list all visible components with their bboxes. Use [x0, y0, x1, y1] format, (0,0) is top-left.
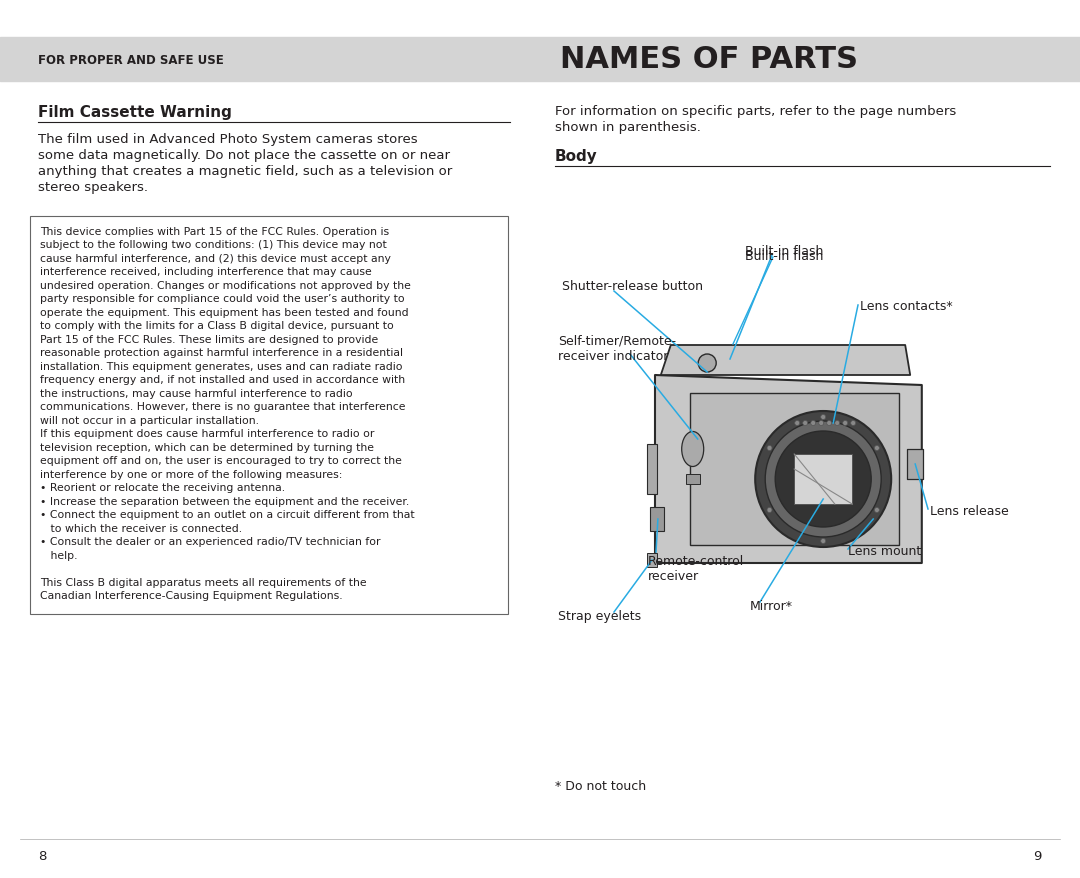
Text: Mirror*: Mirror* — [750, 600, 793, 612]
Text: installation. This equipment generates, uses and can radiate radio: installation. This equipment generates, … — [40, 362, 403, 371]
Text: Remote-control
receiver: Remote-control receiver — [648, 554, 744, 582]
Text: Built-in flash: Built-in flash — [745, 245, 823, 258]
Circle shape — [821, 539, 826, 543]
Circle shape — [875, 446, 879, 451]
Text: FOR PROPER AND SAFE USE: FOR PROPER AND SAFE USE — [38, 54, 224, 67]
Text: Part 15 of the FCC Rules. These limits are designed to provide: Part 15 of the FCC Rules. These limits a… — [40, 335, 378, 344]
Circle shape — [826, 421, 832, 426]
Circle shape — [851, 421, 855, 426]
Text: Body: Body — [555, 149, 597, 164]
Bar — [647, 444, 657, 494]
Text: will not occur in a particular installation.: will not occur in a particular installat… — [40, 415, 259, 426]
Text: communications. However, there is no guarantee that interference: communications. However, there is no gua… — [40, 402, 405, 412]
Circle shape — [842, 421, 848, 426]
Bar — [647, 553, 657, 567]
Bar — [794, 455, 852, 505]
Text: If this equipment does cause harmful interference to radio or: If this equipment does cause harmful int… — [40, 429, 375, 439]
Bar — [0, 38, 1080, 82]
Text: to comply with the limits for a Class B digital device, pursuant to: to comply with the limits for a Class B … — [40, 321, 394, 331]
Text: to which the receiver is connected.: to which the receiver is connected. — [40, 523, 242, 534]
Text: * Do not touch: * Do not touch — [555, 779, 646, 792]
Text: frequency energy and, if not installed and used in accordance with: frequency energy and, if not installed a… — [40, 375, 405, 385]
Text: undesired operation. Changes or modifications not approved by the: undesired operation. Changes or modifica… — [40, 281, 410, 291]
Polygon shape — [661, 346, 910, 376]
Text: Strap eyelets: Strap eyelets — [558, 609, 642, 623]
Circle shape — [755, 412, 891, 547]
Circle shape — [795, 421, 799, 426]
Bar — [30, 217, 508, 615]
Text: party responsible for compliance could void the user’s authority to: party responsible for compliance could v… — [40, 294, 405, 304]
Circle shape — [767, 507, 772, 513]
Text: subject to the following two conditions: (1) This device may not: subject to the following two conditions:… — [40, 241, 387, 250]
Text: • Increase the separation between the equipment and the receiver.: • Increase the separation between the eq… — [40, 496, 409, 507]
Text: Lens release: Lens release — [930, 505, 1009, 517]
Text: This device complies with Part 15 of the FCC Rules. Operation is: This device complies with Part 15 of the… — [40, 227, 389, 237]
Text: The film used in Advanced Photo System cameras stores: The film used in Advanced Photo System c… — [38, 133, 418, 146]
Text: Canadian Interference-Causing Equipment Regulations.: Canadian Interference-Causing Equipment … — [40, 591, 342, 601]
Circle shape — [698, 355, 716, 372]
Text: interference by one or more of the following measures:: interference by one or more of the follo… — [40, 470, 342, 479]
Circle shape — [819, 421, 824, 426]
Text: reasonable protection against harmful interference in a residential: reasonable protection against harmful in… — [40, 348, 403, 358]
Text: • Connect the equipment to an outlet on a circuit different from that: • Connect the equipment to an outlet on … — [40, 510, 415, 520]
Text: 9: 9 — [1034, 849, 1042, 862]
Circle shape — [766, 421, 881, 537]
Text: interference received, including interference that may cause: interference received, including interfe… — [40, 267, 372, 277]
Text: • Reorient or relocate the receiving antenna.: • Reorient or relocate the receiving ant… — [40, 483, 285, 493]
Text: This Class B digital apparatus meets all requirements of the: This Class B digital apparatus meets all… — [40, 578, 366, 587]
Bar — [650, 507, 664, 531]
Text: equipment off and on, the user is encouraged to try to correct the: equipment off and on, the user is encour… — [40, 456, 402, 466]
Text: television reception, which can be determined by turning the: television reception, which can be deter… — [40, 443, 374, 452]
Text: help.: help. — [40, 551, 78, 560]
Text: Built-in flash: Built-in flash — [745, 249, 823, 263]
Circle shape — [835, 421, 840, 426]
Circle shape — [775, 431, 872, 528]
Text: For information on specific parts, refer to the page numbers: For information on specific parts, refer… — [555, 104, 956, 118]
Text: NAMES OF PARTS: NAMES OF PARTS — [561, 46, 858, 75]
Ellipse shape — [681, 432, 704, 467]
Text: shown in parenthesis.: shown in parenthesis. — [555, 121, 701, 133]
Circle shape — [767, 446, 772, 451]
Text: Lens contacts*: Lens contacts* — [860, 299, 953, 313]
Text: Self-timer/Remote-
receiver indicator: Self-timer/Remote- receiver indicator — [558, 335, 676, 363]
Text: cause harmful interference, and (2) this device must accept any: cause harmful interference, and (2) this… — [40, 254, 391, 263]
Circle shape — [875, 507, 879, 513]
Text: the instructions, may cause harmful interference to radio: the instructions, may cause harmful inte… — [40, 389, 353, 399]
Bar — [907, 450, 923, 479]
Bar — [690, 393, 899, 545]
Text: 8: 8 — [38, 849, 46, 862]
Polygon shape — [654, 376, 922, 564]
Text: Shutter-release button: Shutter-release button — [562, 280, 703, 292]
Text: stereo speakers.: stereo speakers. — [38, 181, 148, 194]
Circle shape — [811, 421, 815, 426]
Text: Lens mount: Lens mount — [848, 544, 921, 558]
Bar — [686, 474, 700, 485]
Circle shape — [821, 415, 826, 420]
Circle shape — [802, 421, 808, 426]
Text: operate the equipment. This equipment has been tested and found: operate the equipment. This equipment ha… — [40, 307, 408, 318]
Text: Film Cassette Warning: Film Cassette Warning — [38, 104, 232, 120]
Text: • Consult the dealer or an experienced radio/TV technician for: • Consult the dealer or an experienced r… — [40, 536, 380, 547]
Text: some data magnetically. Do not place the cassette on or near: some data magnetically. Do not place the… — [38, 149, 450, 162]
Text: anything that creates a magnetic field, such as a television or: anything that creates a magnetic field, … — [38, 165, 453, 178]
